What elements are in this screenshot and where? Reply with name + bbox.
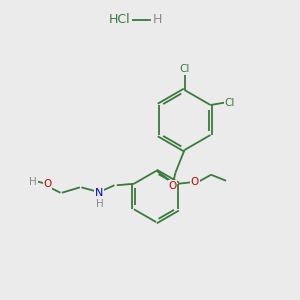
Text: H: H xyxy=(95,199,103,209)
Text: N: N xyxy=(95,188,103,198)
Text: Cl: Cl xyxy=(225,98,235,108)
Text: Cl: Cl xyxy=(179,64,190,74)
Text: O: O xyxy=(44,179,52,189)
Text: O: O xyxy=(190,177,199,187)
Text: O: O xyxy=(168,181,177,191)
Text: H: H xyxy=(153,13,162,26)
Text: HCl: HCl xyxy=(109,13,131,26)
Text: H: H xyxy=(29,177,37,187)
